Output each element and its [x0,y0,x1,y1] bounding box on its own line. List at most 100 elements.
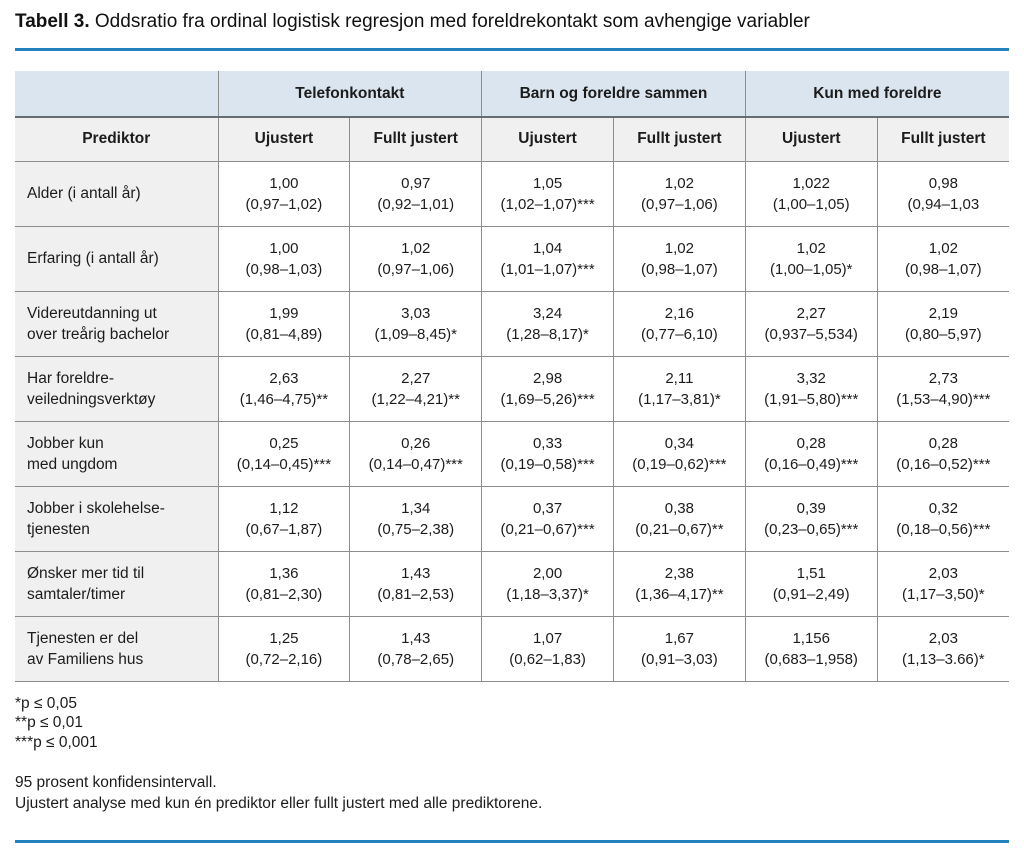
predictor-label: Jobber i skolehelse- [27,499,165,517]
or-ci-cell: 1,02 (0,98–1,07) [877,226,1009,292]
or-ci-cell: 0,26 (0,14–0,47)*** [349,421,483,487]
predictor-cell: Tjenesten er del av Familiens hus [15,616,219,682]
column-header-prediktor: Prediktor [15,117,219,162]
or-ci-cell: 0,33 (0,19–0,58)*** [481,421,614,487]
odds-ratio-value: 1,00 [269,174,299,192]
or-ci-cell: 0,28 (0,16–0,49)*** [745,421,878,487]
odds-ratio-value: 1,99 [269,304,299,322]
table-row-familiens-hus: Tjenesten er del av Familiens hus 1,25 (0… [15,616,1009,682]
odds-ratio-value: 1,43 [401,564,431,582]
column-header-ujustert-2: Ujustert [481,117,614,162]
odds-ratio-value: 1,02 [928,239,958,257]
note-line-2: Ujustert analyse med kun én prediktor el… [15,795,543,812]
or-ci-cell: 0,25 (0,14–0,45)*** [218,421,351,487]
or-ci-cell: 1,67 (0,91–3,03) [613,616,746,682]
predictor-cell: Jobber kun med ungdom [15,421,219,487]
odds-ratio-value: 3,03 [401,304,431,322]
group-header-barn-og-foreldre: Barn og foreldre sammen [481,71,746,118]
table-row-onsker-mer-tid: Ønsker mer tid til samtaler/timer 1,36 (0… [15,551,1009,617]
predictor-label: veiledningsverktøy [27,390,156,408]
predictor-label: Alder (i antall år) [27,185,141,202]
or-ci-cell: 2,73 (1,53–4,90)*** [877,356,1009,422]
odds-ratio-value: 1,05 [532,174,563,192]
confidence-interval: (1,46–4,75)** [239,390,329,408]
or-ci-cell: 0,32 (0,18–0,56)*** [877,486,1009,552]
top-rule [15,48,1009,51]
odds-ratio-value: 1,25 [269,629,299,647]
or-ci-cell: 3,32 (1,91–5,80)*** [745,356,878,422]
predictor-label: Erfaring (i antall år) [27,250,159,267]
confidence-interval: (0,97–1,02) [245,195,323,213]
or-ci-cell: 0,37 (0,21–0,67)*** [481,486,614,552]
column-header-ujustert-1: Ujustert [218,117,351,162]
column-header-fullt-justert-1: Fullt justert [349,117,483,162]
or-ci-cell: 2,27 (1,22–4,21)** [349,356,483,422]
predictor-cell: Ønsker mer tid til samtaler/timer [15,551,219,617]
odds-ratio-value: 1,02 [664,239,694,257]
odds-ratio-value: 0,97 [401,174,431,192]
odds-ratio-value: 1,36 [269,564,299,582]
confidence-interval: (0,19–0,62)*** [632,455,727,473]
confidence-interval: (1,02–1,07)*** [500,195,595,213]
confidence-interval: (0,16–0,52)*** [896,455,991,473]
or-ci-cell: 1,07 (0,62–1,83) [481,616,614,682]
table-title-prefix: Tabell 3. [15,11,90,32]
or-ci-cell: 3,03 (1,09–8,45)* [349,291,483,357]
confidence-interval: (1,18–3,37)* [506,585,589,603]
predictor-cell: Har foreldre- veiledningsverktøy [15,356,219,422]
odds-ratio-value: 3,24 [532,304,563,322]
confidence-interval: (0,14–0,45)*** [236,455,332,473]
or-ci-cell: 1,156 (0,683–1,958) [745,616,878,682]
predictor-label: samtaler/timer [27,585,126,603]
or-ci-cell: 1,25 (0,72–2,16) [218,616,351,682]
or-ci-cell: 0,28 (0,16–0,52)*** [877,421,1009,487]
or-ci-cell: 2,98 (1,69–5,26)*** [481,356,614,422]
or-ci-cell: 2,03 (1,17–3,50)* [877,551,1009,617]
confidence-interval: (1,01–1,07)*** [500,260,595,278]
or-ci-cell: 0,34 (0,19–0,62)*** [613,421,746,487]
table-title: Tabell 3. Oddsratio fra ordinal logistis… [15,0,1009,34]
confidence-interval: (0,62–1,83) [509,650,586,668]
confidence-interval: (0,81–2,30) [245,585,323,603]
odds-ratio-value: 1,022 [792,174,830,192]
confidence-interval: (1,91–5,80)*** [764,390,859,408]
confidence-interval: (1,13–3.66)* [902,650,985,668]
confidence-interval: (1,28–8,17)* [506,325,589,343]
odds-ratio-table: Telefonkontakt Barn og foreldre sammen K… [15,71,1009,682]
or-ci-cell: 1,43 (0,81–2,53) [349,551,483,617]
table-row-jobber-kun-ungdom: Jobber kun med ungdom 0,25 (0,14–0,45)***… [15,421,1009,487]
confidence-interval: (1,00–1,05)* [769,260,853,278]
odds-ratio-value: 2,11 [665,369,694,387]
or-ci-cell: 1,05 (1,02–1,07)*** [481,161,614,227]
confidence-interval: (1,17–3,50)* [902,585,985,603]
confidence-interval: (0,97–1,06) [641,195,718,213]
odds-ratio-value: 2,03 [928,564,958,582]
confidence-interval: (0,16–0,49)*** [764,455,859,473]
odds-ratio-value: 0,32 [928,499,958,517]
confidence-interval: (1,36–4,17)** [635,585,724,603]
odds-ratio-value: 0,25 [269,434,299,452]
predictor-cell: Videreutdanning ut over treårig bachelor [15,291,219,357]
predictor-label: Har foreldre- [27,369,114,387]
odds-ratio-value: 2,16 [664,304,694,322]
confidence-interval: (0,23–0,65)*** [764,520,859,538]
odds-ratio-value: 1,12 [269,499,299,517]
or-ci-cell: 1,02 (0,98–1,07) [613,226,746,292]
table-title-text: Oddsratio fra ordinal logistisk regresjo… [94,11,810,32]
or-ci-cell: 1,022 (1,00–1,05) [745,161,878,227]
odds-ratio-value: 0,38 [664,499,694,517]
confidence-interval: (0,72–2,16) [245,650,323,668]
confidence-interval: (0,18–0,56)*** [896,520,991,538]
confidence-interval: (0,21–0,67)*** [500,520,595,538]
or-ci-cell: 0,97 (0,92–1,01) [349,161,483,227]
confidence-interval: (0,14–0,47)*** [368,455,463,473]
predictor-cell: Alder (i antall år) [15,161,219,227]
odds-ratio-value: 1,02 [401,239,431,257]
confidence-interval: (0,81–2,53) [377,585,455,603]
or-ci-cell: 3,24 (1,28–8,17)* [481,291,614,357]
confidence-interval: (0,98–1,07) [904,260,982,278]
or-ci-cell: 1,00 (0,98–1,03) [218,226,351,292]
table-row-videreutdanning: Videreutdanning ut over treårig bachelor… [15,291,1009,357]
odds-ratio-value: 1,02 [796,239,826,257]
confidence-interval: (0,92–1,01) [377,195,455,213]
